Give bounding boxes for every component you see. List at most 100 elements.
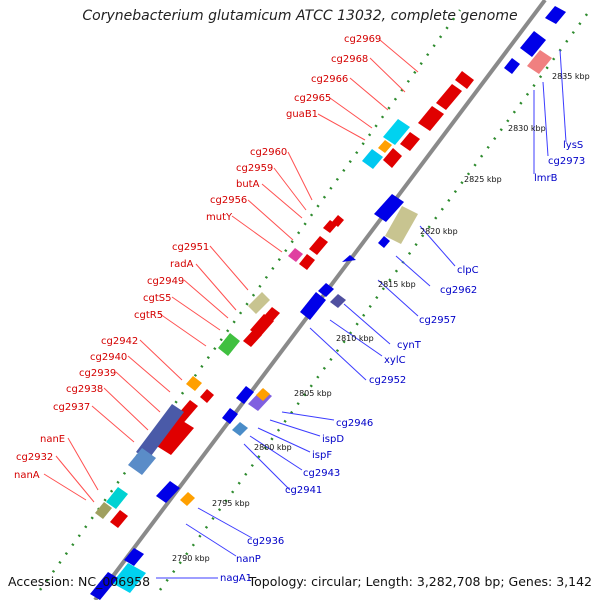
tick-label: 2820 kbp [420,227,458,236]
feature-mutY[interactable] [288,248,303,262]
gene-label[interactable]: radA [170,259,194,270]
feature-cg2965[interactable] [400,132,420,151]
forward-gene-labels: cg2969 cg2968 cg2966 cg2965 guaB1 cg2960… [14,34,381,481]
feature-cgtR5[interactable] [218,333,240,356]
feature-cg2936[interactable] [156,481,180,503]
gene-label[interactable]: cg2937 [53,402,90,413]
feature-cg2973[interactable] [520,31,546,57]
tick-label: 2790 kbp [172,554,210,563]
forward-connectors [43,39,419,503]
feature-cg2951[interactable] [248,292,270,314]
feature-cynT[interactable] [342,255,356,262]
gene-label[interactable]: cg2965 [294,93,331,104]
tick-label: 2805 kbp [294,389,332,398]
reverse-connectors [156,49,567,579]
feature-cgtS5[interactable] [243,329,262,347]
feature-steelblue-1[interactable] [128,448,156,475]
feature-ispD[interactable] [256,388,270,401]
feature-blue-bottom[interactable] [90,572,118,600]
feature-cg2959[interactable] [323,220,337,233]
feature-nanP[interactable] [180,492,195,506]
gene-label[interactable]: nanE [40,434,65,445]
tick-label: 2815 kbp [378,280,416,289]
feature-butA[interactable] [309,236,328,255]
gene-label[interactable]: cg2969 [344,34,381,45]
feature-cg2956[interactable] [299,254,315,270]
feature-cg2966[interactable] [418,106,444,131]
gene-label[interactable]: cg2951 [172,242,209,253]
feature-purple-1[interactable] [330,294,346,308]
gene-label[interactable]: cg2956 [210,195,247,206]
gene-label[interactable]: lysS [563,140,583,151]
gene-label[interactable]: cg2940 [90,352,127,363]
feature-cg2957[interactable] [378,236,390,248]
gene-label[interactable]: cg2946 [336,418,373,429]
genome-summary-text: Topology: circular; Length: 3,282,708 bp… [248,574,592,589]
feature-lmrB[interactable] [527,50,552,74]
feature-cg2952[interactable] [300,292,326,320]
gene-label[interactable]: butA [236,179,260,190]
feature-lysS[interactable] [545,6,566,24]
gene-label[interactable]: cg2939 [79,368,116,379]
gene-label[interactable]: cgtR5 [134,310,163,321]
feature-nanA[interactable] [110,510,128,528]
feature-cg2932[interactable] [95,502,112,519]
feature-blue-2[interactable] [504,58,520,74]
feature-xylC[interactable] [318,283,334,297]
gene-label[interactable]: cg2962 [440,285,477,296]
gene-label[interactable]: cynT [397,340,422,351]
forward-features [90,71,474,600]
feature-cg2962[interactable] [385,206,418,244]
feature-nagA1[interactable] [124,548,144,566]
gene-label[interactable]: nanA [14,470,40,481]
feature-guaB1[interactable] [383,148,402,168]
gene-label[interactable]: cg2966 [311,74,348,85]
feature-cyan-2[interactable] [362,149,383,169]
feature-cyan-1[interactable] [383,119,410,145]
feature-cg2941[interactable] [232,422,248,436]
gene-label[interactable]: clpC [457,265,479,276]
tick-label: 2830 kbp [508,124,546,133]
gene-label[interactable]: cgtS5 [143,293,171,304]
feature-cg2943[interactable] [222,408,238,424]
tick-label: 2825 kbp [464,175,502,184]
feature-cg2937[interactable] [136,404,184,460]
feature-cg2968[interactable] [436,84,462,110]
feature-cg2942[interactable] [186,376,202,391]
gene-label[interactable]: cg2949 [147,276,184,287]
gene-label[interactable]: xylC [384,355,406,366]
gene-label[interactable]: cg2938 [66,384,103,395]
gene-label[interactable]: cg2968 [331,54,368,65]
tick-label: 2795 kbp [212,499,250,508]
gene-label[interactable]: nagA1 [220,573,252,584]
gene-label[interactable]: cg2932 [16,452,53,463]
gene-label[interactable]: cg2941 [285,485,322,496]
gene-label[interactable]: lmrB [534,173,558,184]
gene-label[interactable]: mutY [206,212,233,223]
gene-label[interactable]: cg2959 [236,163,273,174]
feature-nanE[interactable] [106,487,128,509]
reverse-gene-labels: lysS cg2973 lmrB clpC cg2962 cg2957 cynT… [220,140,585,584]
gene-label[interactable]: nanP [236,554,261,565]
gene-label[interactable]: cg2936 [247,536,284,547]
feature-cg2969[interactable] [455,71,474,89]
feature-cg2940[interactable] [200,389,214,403]
tick-labels: 2790 kbp 2795 kbp 2800 kbp 2805 kbp 2810… [172,72,590,563]
gene-label[interactable]: ispF [312,450,332,461]
feature-cyan-3[interactable] [112,563,146,593]
feature-ispF[interactable] [236,386,254,404]
gene-label[interactable]: ispD [322,434,344,445]
feature-orange-1[interactable] [378,140,392,153]
gene-label[interactable]: cg2957 [419,315,456,326]
gene-label[interactable]: cg2942 [101,336,138,347]
gene-label[interactable]: cg2943 [303,468,340,479]
feature-clpC[interactable] [374,194,404,222]
gene-label[interactable]: guaB1 [286,109,318,120]
gene-label[interactable]: cg2960 [250,147,287,158]
gene-label[interactable]: cg2952 [369,375,406,386]
accession-text: Accession: NC_006958 [8,574,151,589]
gene-label[interactable]: cg2973 [548,156,585,167]
feature-cg2938[interactable] [155,418,194,455]
forward-dot-row [38,9,462,591]
